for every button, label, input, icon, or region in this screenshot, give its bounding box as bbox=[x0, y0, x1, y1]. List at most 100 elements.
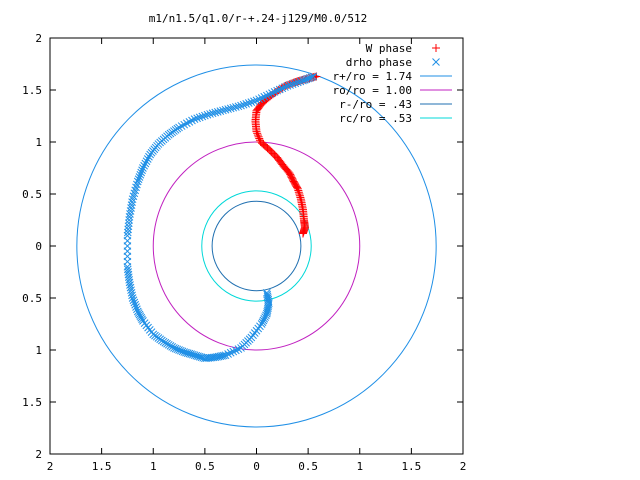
legend-label: r+/ro = 1.74 bbox=[333, 70, 413, 83]
series-layer bbox=[123, 72, 321, 363]
y-tick-label: 2 bbox=[35, 32, 42, 45]
data-point bbox=[296, 195, 305, 204]
y-tick-label: 1.5 bbox=[22, 396, 42, 409]
data-point bbox=[133, 177, 142, 186]
x-tick-label: 1 bbox=[356, 460, 363, 473]
data-point bbox=[123, 228, 132, 237]
data-point bbox=[260, 92, 269, 101]
data-point bbox=[143, 155, 152, 163]
data-point bbox=[123, 265, 132, 274]
data-point bbox=[131, 300, 140, 309]
data-point bbox=[231, 346, 240, 355]
data-point bbox=[135, 173, 144, 181]
data-point bbox=[258, 318, 267, 327]
legend-label: drho phase bbox=[346, 56, 412, 69]
data-point bbox=[221, 105, 230, 114]
y-tick-label: 1 bbox=[35, 136, 42, 149]
data-point bbox=[253, 131, 262, 140]
data-point bbox=[130, 298, 139, 307]
data-point bbox=[129, 192, 138, 201]
data-point bbox=[307, 73, 316, 82]
data-point bbox=[139, 164, 147, 172]
data-point bbox=[283, 81, 292, 90]
y-tick-label: 2 bbox=[35, 448, 42, 461]
data-point bbox=[123, 231, 132, 240]
data-point bbox=[293, 78, 302, 87]
data-point bbox=[124, 222, 133, 231]
data-point bbox=[124, 225, 132, 234]
data-point bbox=[286, 81, 294, 89]
data-point bbox=[252, 96, 261, 105]
data-point bbox=[137, 168, 146, 177]
data-point bbox=[275, 85, 284, 94]
data-point bbox=[132, 183, 140, 192]
data-point bbox=[255, 136, 264, 145]
data-point bbox=[133, 305, 141, 314]
data-point bbox=[268, 89, 276, 97]
data-point bbox=[193, 114, 201, 123]
x-tick-label: 1.5 bbox=[92, 460, 112, 473]
data-point bbox=[262, 91, 271, 100]
data-point bbox=[224, 350, 232, 358]
data-point bbox=[234, 102, 243, 111]
x-tick-label: 2 bbox=[47, 460, 54, 473]
data-point bbox=[255, 95, 263, 104]
data-point bbox=[247, 98, 256, 106]
chart-title: m1/n1.5/q1.0/r-+.24-j129/M0.0/512 bbox=[149, 12, 368, 25]
data-point bbox=[231, 103, 240, 111]
data-point bbox=[206, 110, 214, 118]
y-tick-label: 0.5 bbox=[22, 292, 42, 305]
data-point bbox=[270, 88, 279, 96]
x-tick-label: 1.5 bbox=[401, 460, 421, 473]
data-point bbox=[138, 166, 146, 175]
data-point bbox=[273, 86, 282, 95]
data-point bbox=[309, 72, 318, 81]
circle-2 bbox=[211, 200, 302, 292]
y-tick-label: 0.5 bbox=[22, 188, 42, 201]
legend-label: W phase bbox=[366, 42, 412, 55]
data-point bbox=[140, 161, 148, 170]
data-point bbox=[129, 296, 138, 305]
data-point bbox=[239, 100, 248, 109]
data-point bbox=[213, 107, 222, 116]
circle-3 bbox=[201, 190, 312, 302]
y-tick-label: 1 bbox=[35, 344, 42, 357]
data-point bbox=[145, 152, 153, 161]
y-tick-label: 1.5 bbox=[22, 84, 42, 97]
data-point bbox=[136, 170, 145, 179]
circle-1 bbox=[152, 141, 361, 351]
data-point bbox=[295, 190, 304, 198]
data-point bbox=[124, 219, 133, 227]
data-point bbox=[265, 90, 274, 99]
data-point bbox=[257, 94, 266, 102]
data-point bbox=[229, 347, 238, 356]
data-point bbox=[203, 110, 212, 119]
data-point bbox=[195, 113, 204, 122]
data-point bbox=[237, 101, 245, 110]
legend-symbol bbox=[432, 44, 440, 52]
data-point bbox=[256, 138, 265, 146]
data-point bbox=[278, 84, 287, 93]
data-point bbox=[296, 193, 305, 202]
series-1 bbox=[123, 72, 318, 363]
data-point bbox=[296, 77, 305, 86]
data-point bbox=[255, 134, 264, 143]
data-point bbox=[198, 112, 207, 121]
data-point bbox=[242, 100, 251, 108]
circles-layer bbox=[76, 64, 437, 428]
data-point bbox=[133, 307, 142, 316]
x-tick-label: 2 bbox=[460, 460, 467, 473]
data-point bbox=[211, 108, 220, 117]
y-tick-label: 0 bbox=[35, 240, 42, 253]
data-point bbox=[133, 180, 141, 189]
data-point bbox=[224, 105, 232, 113]
legend-label: rc/ro = .53 bbox=[339, 112, 412, 125]
data-point bbox=[291, 79, 300, 88]
data-point bbox=[190, 115, 199, 123]
data-point bbox=[201, 111, 209, 120]
data-point bbox=[234, 345, 243, 353]
data-point bbox=[208, 109, 217, 118]
data-point bbox=[130, 189, 139, 198]
